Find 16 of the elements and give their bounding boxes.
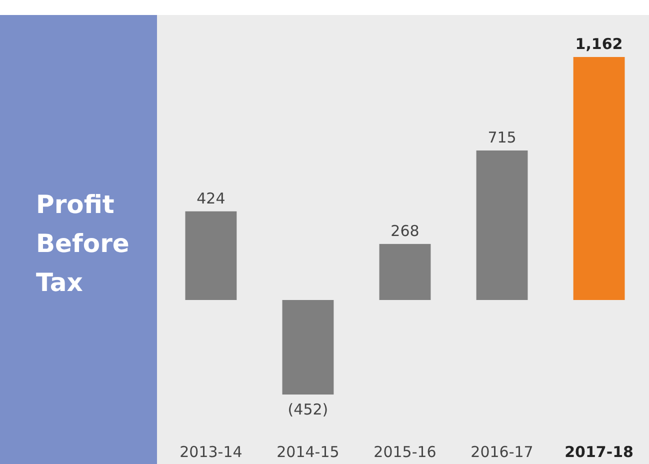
data-label: 424 [196, 189, 226, 208]
bar [476, 150, 528, 300]
text: Profit Before Tax [36, 190, 130, 297]
bar [282, 300, 334, 395]
data-label: 1,162 [575, 35, 623, 53]
data-label: 715 [488, 128, 516, 146]
x-tick-label: 2017-18 [564, 443, 634, 461]
bar [185, 211, 237, 300]
data-label: (452) [288, 400, 328, 419]
x-tick-label: 2014-15 [276, 443, 340, 461]
x-tick-label: 2016-17 [470, 443, 534, 461]
bar [379, 244, 431, 300]
data-label: 268 [390, 222, 420, 240]
x-tick-label: 2015-16 [374, 443, 436, 461]
x-tick-label: 2013-14 [180, 443, 242, 461]
bar [573, 57, 625, 300]
